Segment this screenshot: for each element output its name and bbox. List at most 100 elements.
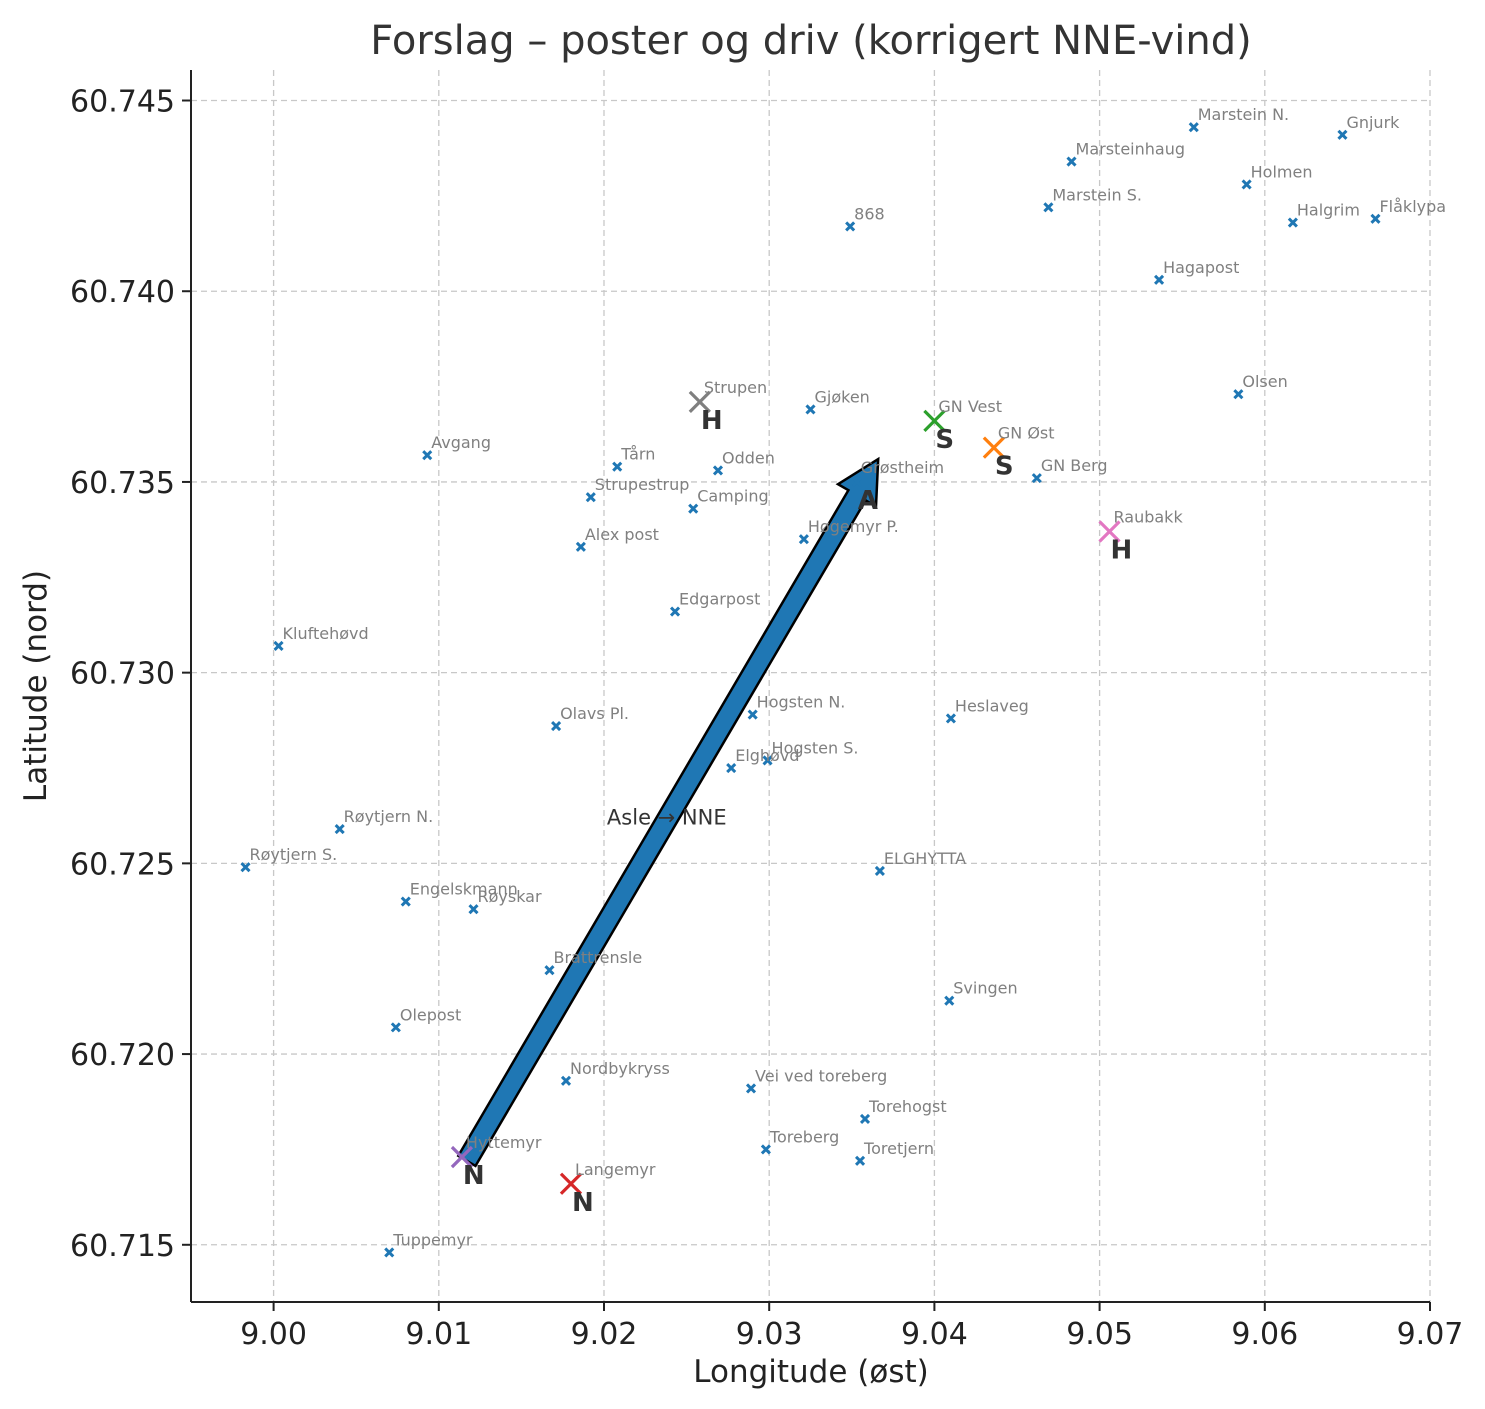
point-marker: [859, 1113, 871, 1124]
point-tarn: Tårn: [612, 445, 655, 472]
point-tuppemyr: Tuppemyr: [384, 1230, 473, 1258]
point-marker: [760, 1144, 771, 1155]
point-marstein-s: Marstein S.: [1043, 185, 1142, 213]
point-marker: [1241, 179, 1252, 190]
point-roytjern-s: Røytjern S.: [240, 845, 338, 873]
point-label: Edgarpost: [679, 590, 760, 609]
point-label: Brattrensle: [553, 948, 642, 967]
point-label: Toretjern: [863, 1139, 934, 1158]
point-label: Holmen: [1251, 162, 1313, 181]
point-868: 868: [845, 204, 885, 232]
point-label: Nordbykryss: [570, 1059, 670, 1078]
point-marker: [240, 862, 251, 873]
x-tick-label: 9.02: [571, 1317, 638, 1352]
x-tick-label: 9.03: [736, 1317, 803, 1352]
point-marker: [805, 404, 816, 415]
point-label: GN Berg: [1041, 456, 1108, 475]
point-label: Gjøken: [815, 387, 870, 406]
point-marker: [945, 713, 956, 724]
point-avgang: Avgang: [422, 433, 491, 461]
point-marker: [585, 492, 596, 503]
highlight-gn-ost: GN Øst S: [982, 424, 1055, 482]
role-letter: H: [701, 406, 723, 436]
x-axis-label: Longitude (øst): [693, 1354, 929, 1390]
point-brattrensle: Brattrensle: [544, 948, 642, 976]
highlight-label: Raubakk: [1114, 508, 1184, 527]
chart-title: Forslag – poster og driv (korrigert NNE-…: [370, 18, 1251, 64]
point-label: Olepost: [400, 1005, 461, 1024]
point-strupestrup: Strupestrup: [585, 475, 690, 503]
point-elghytta: ELGHYTTA: [874, 849, 966, 877]
point-camping: Camping: [688, 487, 769, 514]
point-holmen: Holmen: [1241, 162, 1313, 190]
point-gn-berg: GN Berg: [1031, 456, 1108, 484]
point-label: Hagapost: [1163, 258, 1239, 277]
highlight-raubakk: Raubakk H: [1098, 508, 1184, 566]
point-marker: [762, 755, 773, 766]
point-marker: [712, 465, 724, 476]
point-label: Røytjern S.: [250, 845, 338, 864]
axes: [190, 70, 1430, 1303]
tick-labels: 9.00 9.01 9.02 9.03 9.04 9.05 9.06 9.07 60.715 60…: [70, 85, 1463, 1352]
point-elghovd: Elghøvd: [726, 746, 799, 774]
point-marker: [688, 503, 699, 514]
drift-arrow-label: Asle → NNE: [607, 806, 727, 830]
point-marker: [468, 904, 479, 915]
point-marker: [1370, 213, 1381, 224]
highlight-gn-vest: GN Vest S: [923, 397, 1002, 455]
y-tick-label: 60.720: [70, 1038, 175, 1073]
point-label: ELGHYTTA: [884, 849, 966, 868]
point-marker: [669, 606, 681, 617]
highlight-marker: [982, 436, 1006, 459]
point-halgrim: Halgrim: [1287, 201, 1360, 228]
x-tick-label: 9.05: [1066, 1317, 1133, 1352]
point-label: Engelskmann: [410, 880, 518, 899]
point-alex-post: Alex post: [575, 525, 659, 552]
point-marker: [422, 450, 433, 461]
point-marker: [1337, 129, 1348, 140]
point-label: Gnjurk: [1346, 113, 1400, 132]
point-label: Vei ved toreberg: [755, 1066, 887, 1085]
point-toretjern: Toretjern: [854, 1139, 934, 1166]
highlight-label: Grøstheim: [861, 458, 944, 477]
point-marker: [612, 461, 623, 472]
point-marker: [334, 823, 345, 835]
point-label: Hogsten N.: [757, 693, 846, 712]
point-label: Torehogst: [868, 1097, 947, 1116]
role-letter: H: [1111, 536, 1133, 566]
point-marker: [1233, 389, 1244, 400]
highlight-label: GN Vest: [938, 397, 1002, 416]
point-label: Hogsten S.: [772, 738, 859, 757]
point-olsen: Olsen: [1233, 372, 1288, 400]
point-label: Marsteinhaug: [1076, 140, 1185, 159]
point-hagapost: Hagapost: [1154, 258, 1239, 285]
point-label: Olsen: [1242, 372, 1287, 391]
point-label: Røytjern N.: [344, 807, 434, 826]
highlight-marker: [851, 476, 862, 487]
highlight-label: Langemyr: [575, 1160, 656, 1179]
point-flaklypa: Flåklypa: [1370, 197, 1446, 224]
point-marker: [1043, 202, 1054, 213]
point-label: Odden: [722, 448, 775, 467]
point-marsteinhaug: Marsteinhaug: [1066, 140, 1185, 167]
point-label: Camping: [697, 487, 768, 506]
point-label: Avgang: [431, 433, 491, 452]
highlight-label: Hyttemyr: [466, 1133, 542, 1152]
point-hogemyr-p: Høgemyr P.: [798, 517, 899, 545]
point-label: Strupestrup: [595, 475, 690, 494]
role-letter: S: [935, 425, 954, 455]
point-label: Marstein N.: [1198, 105, 1289, 124]
point-label: Marstein S.: [1052, 185, 1142, 204]
point-label: Røyskar: [477, 887, 542, 906]
highlight-marker: [559, 1172, 583, 1195]
point-marker: [1188, 122, 1199, 133]
x-tick-label: 9.07: [1397, 1317, 1464, 1352]
point-marker: [551, 720, 562, 732]
point-marker: [747, 709, 758, 720]
point-marker: [745, 1083, 757, 1094]
point-nordbykryss: Nordbykryss: [560, 1059, 670, 1086]
point-edgarpost: Edgarpost: [669, 590, 760, 617]
point-marker: [854, 1155, 866, 1166]
point-marker: [575, 541, 586, 552]
point-label: Tårn: [620, 445, 655, 464]
